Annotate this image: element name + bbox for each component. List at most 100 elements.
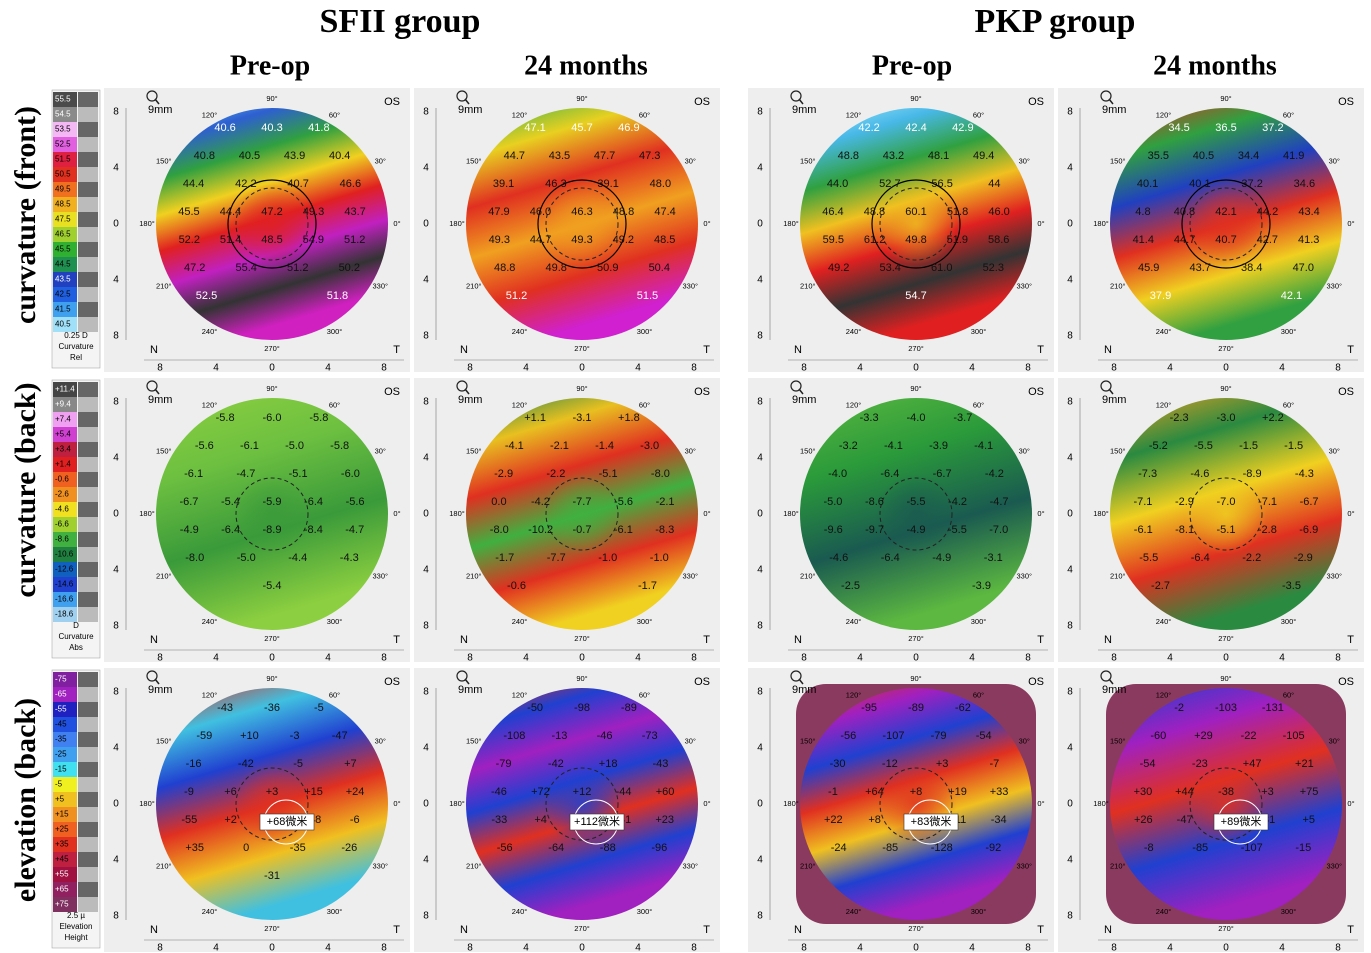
legend-stripe: [78, 607, 98, 622]
legend-footer: Elevation: [60, 922, 93, 931]
axis-tick-bottom: 4: [1279, 363, 1285, 374]
map-value: 51.5: [637, 290, 658, 302]
axis-tick-left: 8: [113, 397, 119, 408]
map-value: 42.7: [1257, 234, 1278, 246]
map-value: -24: [831, 842, 847, 854]
axis-tick-bottom: 4: [325, 653, 331, 664]
axis-tick-left: 4: [113, 743, 119, 754]
map-value: +47: [1243, 758, 1262, 770]
legend-stripe: [78, 687, 98, 702]
angle-label: 120°: [512, 691, 528, 700]
angle-label: 150°: [1110, 736, 1126, 745]
map-value: 47.3: [639, 150, 660, 162]
map-value: -60: [1150, 730, 1166, 742]
zoom-label: 9mm: [792, 684, 816, 696]
nasal-label: N: [1104, 634, 1112, 646]
angle-label: 90°: [1220, 384, 1231, 393]
map-value: 51.2: [344, 234, 365, 246]
angle-label: 90°: [576, 384, 587, 393]
angle-label: 330°: [682, 281, 698, 290]
angle-label: 90°: [910, 94, 921, 103]
legend-stripe: [78, 732, 98, 747]
map-value: -5.6: [195, 440, 214, 452]
map-value: -79: [496, 758, 512, 770]
map-value: -4.1: [505, 440, 524, 452]
axis-tick-bottom: 4: [1167, 363, 1173, 374]
angle-label: 240°: [512, 617, 528, 626]
angle-label: 300°: [1281, 327, 1297, 336]
map-value: +33: [990, 786, 1009, 798]
legend-stripe: [78, 517, 98, 532]
map-value: -8.9: [1243, 468, 1262, 480]
angle-label: 30°: [1019, 156, 1030, 165]
map-value: -8.0: [651, 468, 670, 480]
map-value: 34.6: [1294, 178, 1315, 190]
map-value: +5: [1302, 814, 1315, 826]
map-value: 41.3: [1298, 234, 1319, 246]
legend-footer: 0.25 D: [64, 331, 88, 340]
map-value: 51.2: [506, 290, 527, 302]
axis-tick-bottom: 0: [579, 943, 585, 953]
axis-tick-bottom: 8: [381, 653, 387, 664]
axis-tick-left: 4: [423, 453, 429, 464]
map-value: 50.2: [339, 262, 360, 274]
axis-tick-left: 4: [757, 565, 763, 576]
axis-tick-bottom: 0: [269, 653, 275, 664]
axis-tick-left: 4: [113, 855, 119, 866]
map-value: -5.6: [614, 496, 633, 508]
axis-tick-left: 8: [1067, 621, 1073, 632]
map-value: -3: [290, 730, 300, 742]
angle-label: 90°: [266, 94, 277, 103]
map-value: -1.4: [595, 440, 614, 452]
column-title: 24 months: [1153, 50, 1277, 81]
zoom-label: 9mm: [148, 394, 172, 406]
map-value: 52.2: [179, 234, 200, 246]
map-value: -1.7: [638, 580, 657, 592]
column-title: Pre-op: [872, 50, 952, 81]
legend-stripe: [78, 197, 98, 212]
angle-label: 0°: [393, 219, 400, 228]
axis-tick-left: 4: [423, 743, 429, 754]
axis-tick-bottom: 8: [691, 943, 697, 953]
angle-label: 240°: [512, 327, 528, 336]
angle-label: 270°: [574, 634, 590, 643]
axis-tick-bottom: 8: [1025, 943, 1031, 953]
angle-label: 270°: [264, 634, 280, 643]
angle-label: 0°: [703, 219, 710, 228]
map-value: 49.3: [571, 234, 592, 246]
legend-label: -10.6: [55, 550, 74, 559]
angle-label: 330°: [372, 571, 388, 580]
map-value: 47.2: [261, 206, 282, 218]
legend-label: -6.6: [55, 520, 69, 529]
angle-label: 270°: [264, 924, 280, 933]
temporal-label: T: [703, 344, 710, 356]
axis-tick-bottom: 4: [325, 363, 331, 374]
map-value: -8.3: [655, 524, 674, 536]
angle-label: 210°: [466, 571, 482, 580]
axis-tick-left: 8: [113, 331, 119, 342]
axis-tick-bottom: 4: [635, 943, 641, 953]
angle-label: 120°: [1156, 401, 1172, 410]
map-value: -79: [931, 730, 947, 742]
map-value: 47.2: [184, 262, 205, 274]
map-value: 39.1: [597, 178, 618, 190]
legend-label: -15: [55, 765, 67, 774]
temporal-label: T: [703, 634, 710, 646]
map-value: 38.4: [1241, 262, 1262, 274]
map-value: -8.0: [185, 552, 204, 564]
angle-label: 180°: [139, 219, 155, 228]
map-value: -105: [1283, 730, 1305, 742]
axis-tick-left: 4: [757, 453, 763, 464]
map-value: -2.7: [1151, 580, 1170, 592]
legend-label: +35: [55, 840, 69, 849]
angle-label: 30°: [1329, 156, 1340, 165]
map-value: 49.3: [303, 206, 324, 218]
map-value: -4.9: [180, 524, 199, 536]
map-value: -7.0: [989, 524, 1008, 536]
angle-label: 90°: [576, 94, 587, 103]
map-value: -4.1: [884, 440, 903, 452]
legend-stripe: [78, 442, 98, 457]
map-value: -6.0: [341, 468, 360, 480]
map-value: -46: [491, 786, 507, 798]
map-value: -5.6: [346, 496, 365, 508]
